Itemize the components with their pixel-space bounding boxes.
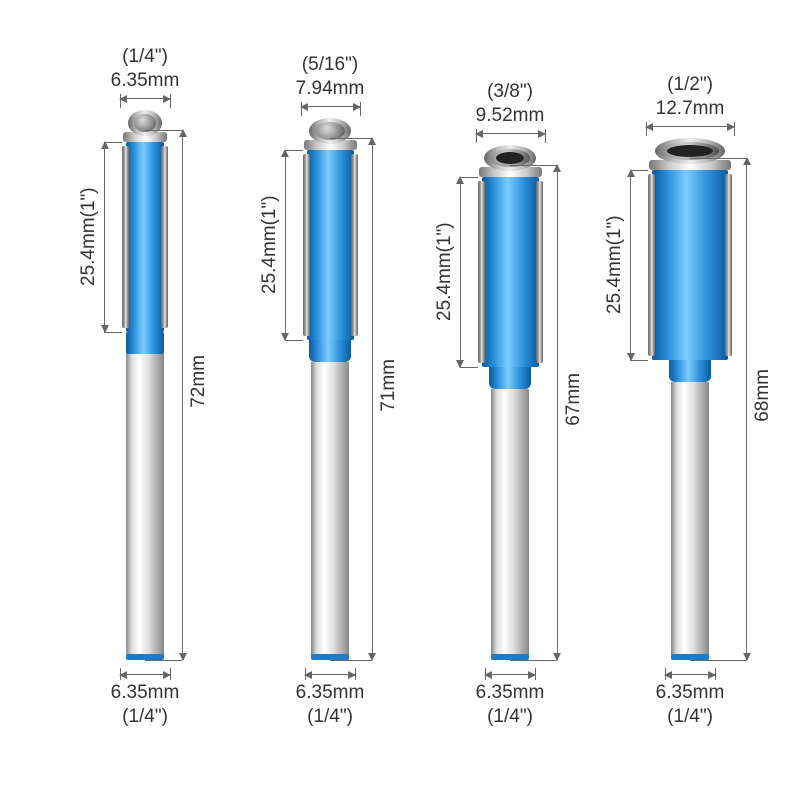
shank-mm-label: 6.35mm (640, 682, 740, 704)
router-bit-4: (1/2")12.7mm 25.4mm(1") 68mm 6.35mm(1/4") (0, 0, 800, 800)
total-length-label: 68mm (752, 369, 774, 422)
cut-length-label: 25.4mm(1") (604, 180, 626, 350)
top-inch-label: (1/2") (640, 74, 740, 96)
shank-inch-label: (1/4") (640, 706, 740, 728)
top-mm-label: 12.7mm (640, 98, 740, 120)
router-bit-diagram: (1/4")6.35mm25.4mm(1")72mm6.35mm(1/4")(5… (0, 0, 800, 800)
